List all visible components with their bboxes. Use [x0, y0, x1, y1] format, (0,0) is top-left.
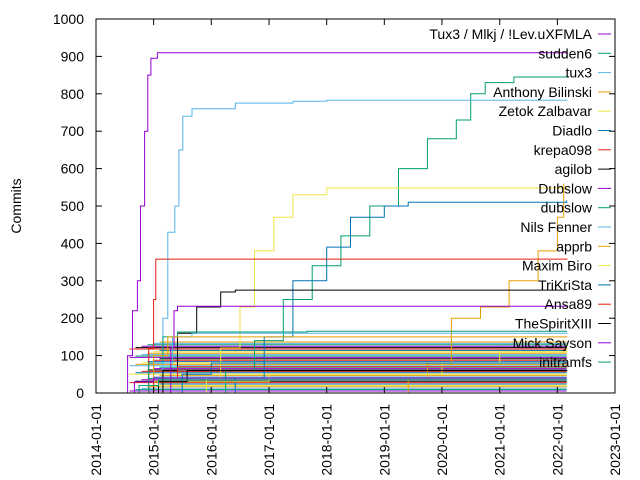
legend-label: Zetok Zalbavar [499, 103, 593, 119]
legend-label: initramfs [539, 354, 592, 370]
x-tick-label: 2017-01-01 [261, 404, 277, 476]
legend-label: tux3 [566, 65, 593, 81]
x-tick-label: 2020-01-01 [434, 404, 450, 476]
y-axis-title: Commits [8, 178, 24, 233]
x-tick-label: 2018-01-01 [319, 404, 335, 476]
x-tick-label: 2023-01-01 [607, 404, 623, 476]
y-tick-label: 900 [61, 48, 85, 64]
legend: Tux3 / Mlkj / !Lev.uXFMLA sudden6 tux3 Anth… [429, 26, 611, 370]
y-tick-label: 400 [61, 235, 85, 251]
legend-label: krepa098 [534, 142, 593, 158]
y-tick-label: 0 [76, 385, 84, 401]
y-tick-label: 1000 [53, 11, 84, 27]
legend-label: TriKriSta [538, 277, 592, 293]
y-tick-label: 100 [61, 348, 85, 364]
x-tick-label: 2019-01-01 [376, 404, 392, 476]
y-tick-label: 500 [61, 198, 85, 214]
legend-label: apprb [556, 238, 592, 254]
y-tick-label: 600 [61, 161, 85, 177]
y-tick-label: 700 [61, 123, 85, 139]
legend-label: Mick Sayson [513, 335, 592, 351]
x-tick-label: 2015-01-01 [146, 404, 162, 476]
x-tick-label: 2014-01-01 [88, 404, 104, 476]
legend-label: Diadlo [552, 123, 592, 139]
x-tick-label: 2022-01-01 [549, 404, 565, 476]
y-tick-label: 800 [61, 86, 85, 102]
legend-label: Anthony Bilinski [493, 84, 592, 100]
x-tick-label: 2021-01-01 [492, 404, 508, 476]
series-line-0 [124, 51, 568, 394]
series-line-7 [139, 289, 568, 394]
legend-label: dubslow [541, 200, 593, 216]
legend-label: TheSpiritXIII [515, 316, 592, 332]
legend-label: Ansa89 [545, 296, 593, 312]
x-axis: 2014-01-01 2015-01-01 2016-01-01 2017-01-01… [88, 19, 623, 476]
x-tick-label: 2016-01-01 [203, 404, 219, 476]
series-line-2 [159, 99, 568, 394]
legend-label: Dubslow [538, 180, 593, 196]
y-tick-label: 300 [61, 273, 85, 289]
y-axis: 0 100 200 300 400 500 600 700 800 900 1000 [53, 11, 615, 401]
y-tick-label: 200 [61, 310, 85, 326]
legend-label: sudden6 [538, 45, 592, 61]
legend-label: Maxim Biro [522, 258, 592, 274]
series-lines [124, 51, 568, 394]
legend-label: agilob [555, 161, 593, 177]
series-line-1 [192, 75, 568, 394]
legend-label: Tux3 / Mlkj / !Lev.uXFMLA [429, 26, 592, 42]
legend-label: Nils Fenner [520, 219, 592, 235]
